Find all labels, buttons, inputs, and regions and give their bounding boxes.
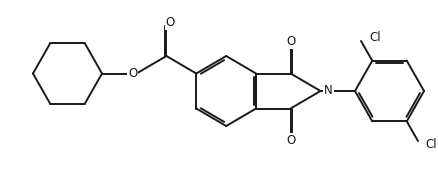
Text: N: N bbox=[323, 84, 332, 98]
Text: O: O bbox=[285, 134, 294, 147]
Text: Cl: Cl bbox=[425, 137, 437, 151]
Text: O: O bbox=[127, 67, 137, 80]
Text: O: O bbox=[285, 35, 294, 48]
Text: Cl: Cl bbox=[368, 31, 380, 45]
Text: O: O bbox=[166, 16, 175, 29]
